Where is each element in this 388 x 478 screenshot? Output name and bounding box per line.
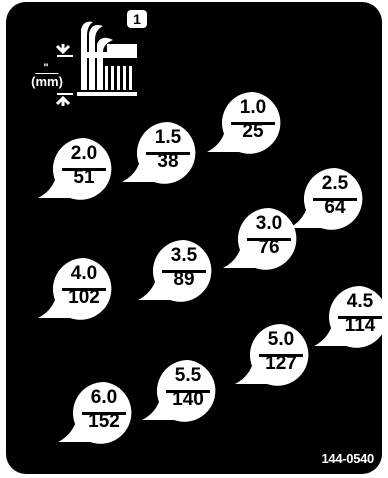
fraction-bar: [62, 288, 106, 291]
mm-value: 64: [324, 197, 346, 218]
mm-value: 127: [265, 353, 297, 374]
fraction-bar: [259, 354, 303, 357]
part-number: 144-0540: [321, 451, 374, 466]
fraction-bar: [231, 122, 275, 125]
inch-value: 4.5: [346, 291, 374, 312]
mm-value: 76: [258, 237, 280, 258]
height-setting-4-5: 4.5 114: [312, 284, 382, 352]
height-setting-2-0: 2.0 51: [36, 136, 116, 204]
height-setting-1-0: 1.0 25: [205, 90, 285, 158]
fraction-bar: [62, 168, 106, 171]
inch-value: 1.5: [154, 127, 182, 148]
height-setting-5-5: 5.5 140: [140, 358, 220, 426]
height-setting-4-0: 4.0 102: [36, 256, 116, 324]
mm-value: 102: [68, 287, 100, 308]
mm-value: 51: [73, 167, 95, 188]
inch-value: 5.5: [174, 365, 202, 386]
step-number-badge: 1: [127, 10, 147, 28]
mm-value: 114: [344, 315, 376, 336]
inch-value: 3.5: [170, 245, 198, 266]
fraction-bar: [146, 152, 190, 155]
fraction-bar: [247, 238, 291, 241]
inch-value: 4.0: [70, 263, 98, 284]
height-setting-6-0: 6.0 152: [56, 380, 136, 448]
decal-panel: 1 " (mm) 1.0 25 1.5 38 2.0 51 2.5 64 3.0 76 3.5 89 4…: [6, 2, 382, 474]
mm-value: 89: [173, 269, 195, 290]
fraction-bar: [82, 412, 126, 415]
height-setting-2-5: 2.5 64: [287, 166, 367, 234]
mm-value: 152: [88, 411, 120, 432]
height-setting-3-5: 3.5 89: [136, 238, 216, 306]
unit-label: " (mm): [25, 61, 69, 91]
height-setting-1-5: 1.5 38: [120, 120, 200, 188]
mm-value: 25: [242, 121, 264, 142]
fraction-bar: [162, 270, 206, 273]
fraction-bar: [313, 198, 357, 201]
inch-value: 2.0: [70, 143, 98, 164]
height-setting-3-0: 3.0 76: [221, 206, 301, 274]
cutting-height-icon: [55, 21, 137, 106]
inch-value: 1.0: [239, 97, 267, 118]
mm-value: 140: [172, 389, 204, 410]
mm-unit-label: (mm): [31, 74, 63, 89]
fraction-bar: [338, 316, 382, 319]
inch-unit-symbol: ": [43, 62, 51, 74]
fraction-bar: [166, 390, 210, 393]
height-setting-5-0: 5.0 127: [233, 322, 313, 390]
inch-value: 2.5: [321, 173, 349, 194]
inch-value: 5.0: [267, 329, 295, 350]
inch-value: 3.0: [255, 213, 283, 234]
mm-value: 38: [157, 151, 179, 172]
inch-value: 6.0: [90, 387, 118, 408]
